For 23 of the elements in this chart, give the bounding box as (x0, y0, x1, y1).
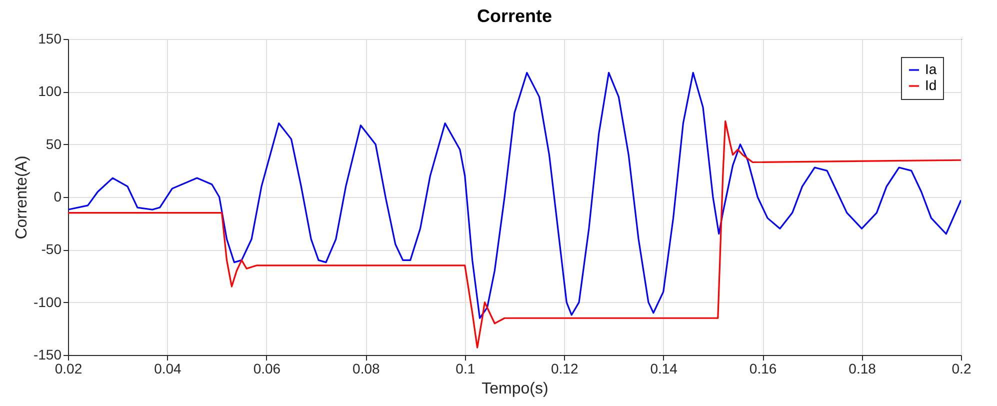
x-tick-label: 0.16 (749, 360, 777, 376)
y-tick-label: -150 (33, 346, 62, 362)
y-axis-title: Corrente(A) (13, 156, 30, 240)
x-tick-label: 0.08 (352, 360, 380, 376)
x-axis-title: Tempo(s) (482, 380, 548, 398)
x-tick-label: 0.1 (456, 360, 476, 376)
y-tick-label: 100 (38, 83, 62, 100)
x-tick-label: 0.06 (253, 360, 281, 376)
x-tick-label: 0.02 (54, 360, 82, 376)
chart-title: Corrente (476, 6, 552, 26)
y-tick-label: -100 (33, 294, 62, 310)
y-tick-label: -50 (41, 241, 62, 258)
x-tick-label: 0.18 (848, 360, 876, 376)
line-series (68, 120, 961, 348)
x-tick-label: 0.2 (952, 360, 972, 376)
legend-label: Id (925, 77, 937, 93)
y-tick-label: 0 (54, 188, 62, 204)
x-tick-label: 0.12 (550, 360, 578, 376)
y-tick-label: 150 (38, 30, 62, 46)
x-tick-label: 0.04 (154, 360, 182, 376)
x-tick-label: 0.14 (650, 360, 678, 376)
legend-label: Ia (925, 61, 937, 77)
y-tick-label: 50 (46, 136, 62, 152)
